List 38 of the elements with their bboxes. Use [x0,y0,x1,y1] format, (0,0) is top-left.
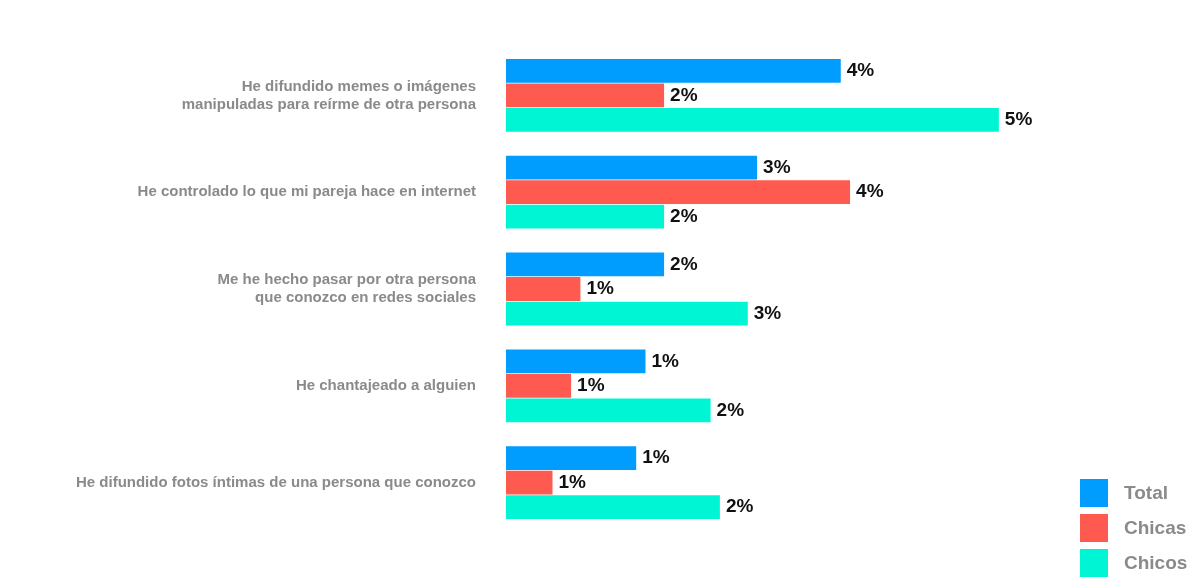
bar [506,398,711,423]
bar [506,446,637,470]
data-label: 1% [651,349,680,371]
bar [506,277,581,301]
data-label: 1% [558,470,587,492]
data-label: 3% [763,155,791,177]
data-label: 1% [577,374,605,396]
data-label: 2% [670,83,698,105]
y-tick-label: He chantajeado a alguien [295,375,476,393]
y-tick-label: Me he hecho pasar por otra persona que conozco en redes sociales [217,270,477,306]
bar [506,180,851,205]
bar [506,83,665,108]
y-tick-label: He difundido fotos íntimas de una persona que conozco [75,472,476,490]
bar [506,108,999,132]
data-label: 3% [753,301,782,323]
data-label: 5% [1004,108,1033,130]
legend-label: Chicas [1124,517,1187,539]
bar [506,58,841,83]
bar [506,204,665,229]
bar [506,495,720,520]
data-label: 1% [642,446,670,468]
bar [506,252,665,277]
y-tick-label: He controlado lo que mi pareja hace en internet [137,182,476,200]
data-label: 4% [846,59,875,81]
bar [506,373,572,398]
y-tick-label: He difundido memes o imágenes manipuladas para reírme de otra persona [181,76,477,112]
data-label: 2% [716,398,745,420]
data-label: 2% [725,495,754,517]
bar [506,470,553,495]
bar [506,301,748,326]
legend-label: Chicos [1124,552,1188,574]
data-label: 4% [856,180,884,202]
data-label: 2% [670,252,698,274]
data-label: 1% [586,277,614,299]
data-label: 2% [670,204,698,226]
legend-label: Total [1124,482,1168,504]
bar [506,349,646,374]
bar [506,155,758,180]
